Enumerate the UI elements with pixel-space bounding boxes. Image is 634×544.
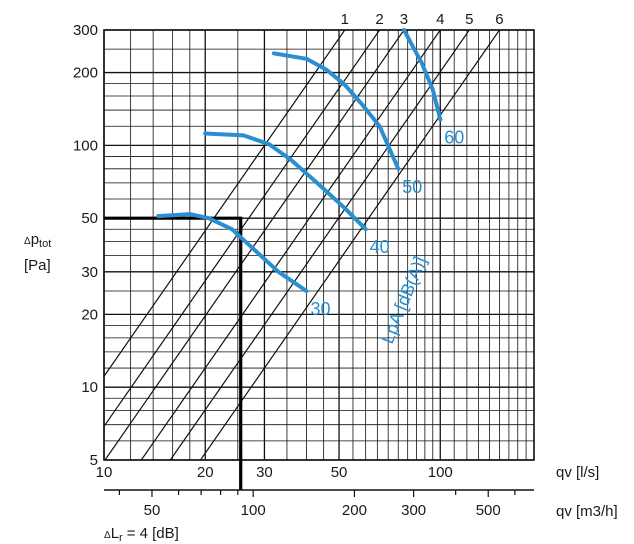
x-tick-label: 30 (256, 464, 273, 481)
y-axis-unit: [Pa] (24, 257, 51, 274)
y-axis-delta: Δ (24, 236, 31, 247)
sound-curve-labels: 30 40 50 60 (310, 127, 464, 319)
chart-grid (103, 29, 535, 461)
annotation-L: L (111, 525, 119, 542)
x-tick-label: 50 (331, 464, 348, 481)
system-curves (104, 30, 500, 460)
sound-curve-60 (402, 28, 443, 122)
sound-curve-50 (271, 51, 401, 171)
y-tick-label: 300 (73, 22, 98, 39)
x-tick-label: 20 (197, 464, 214, 481)
sound-curve-label-50: 50 (402, 177, 422, 197)
x2-tick-label: 50 (144, 502, 161, 519)
system-line (104, 30, 346, 378)
sound-curves (156, 28, 443, 293)
system-line (169, 30, 470, 460)
y-tick-label: 10 (81, 379, 98, 396)
x2-tick-label: 200 (342, 502, 367, 519)
annotation-sub: r (119, 532, 123, 544)
sound-curve-label-40: 40 (370, 237, 390, 257)
system-line-label: 3 (400, 11, 408, 28)
system-line (104, 30, 381, 428)
x2-tick-label: 300 (401, 502, 426, 519)
y-tick-label: 200 (73, 65, 98, 82)
y-tick-label: 50 (81, 210, 98, 227)
system-line-label: 5 (465, 11, 473, 28)
system-line-label: 1 (341, 11, 349, 28)
system-line-label: 6 (495, 11, 503, 28)
sound-curve-30 (156, 212, 309, 293)
correction-annotation: ΔLr = 4 [dB] (104, 525, 179, 544)
x-tick-label: 100 (428, 464, 453, 481)
y-tick-label: 5 (90, 452, 98, 469)
y-tick-label: 100 (73, 137, 98, 154)
system-line-label: 2 (375, 11, 383, 28)
y-tick-label: 30 (81, 264, 98, 281)
y-axis-label: Δptot (24, 231, 51, 250)
system-line (200, 30, 500, 460)
system-line (104, 30, 405, 460)
x2-tick-label: 500 (476, 502, 501, 519)
sound-curve-label-30: 30 (310, 299, 330, 319)
y-axis-main: p (31, 231, 39, 248)
x-tick-label: 10 (96, 464, 113, 481)
x2-axis-label: qv [m3/h] (556, 503, 618, 520)
operating-point-line (104, 216, 243, 490)
x2-tick-label: 100 (241, 502, 266, 519)
y-tick-label: 20 (81, 306, 98, 323)
annotation-delta: Δ (104, 530, 111, 541)
x-axis-label: qv [l/s] (556, 464, 599, 481)
sound-curve-label-60: 60 (444, 127, 464, 147)
operating-point (104, 216, 243, 490)
system-line (140, 30, 441, 460)
system-line-label: 4 (436, 11, 444, 28)
y-axis-sub: tot (39, 238, 51, 250)
sound-curve-40 (203, 131, 368, 232)
annotation-value: = 4 [dB] (127, 525, 179, 542)
sound-level-label: LpA [dB(A)] (377, 254, 430, 347)
plot-frame (103, 29, 535, 461)
